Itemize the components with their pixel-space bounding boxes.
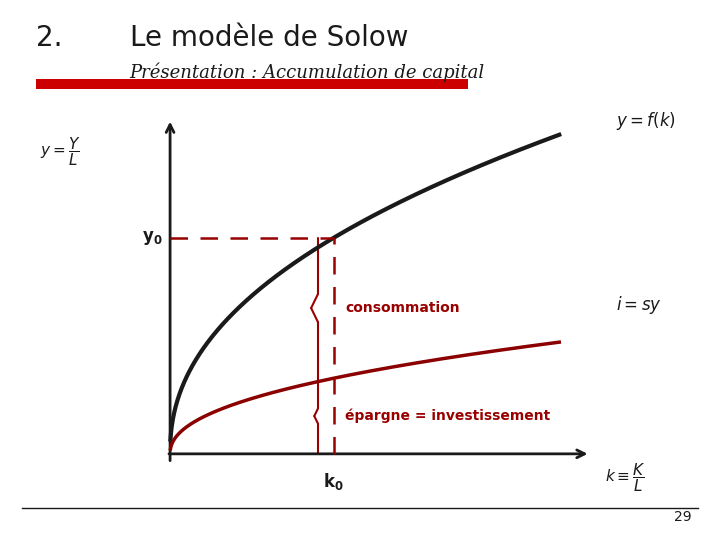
Text: 2.: 2. (36, 24, 63, 52)
Text: épargne = investissement: épargne = investissement (345, 409, 551, 423)
Text: $\mathbf{y_0}$: $\mathbf{y_0}$ (142, 229, 162, 247)
Text: Le modèle de Solow: Le modèle de Solow (130, 24, 408, 52)
Text: $y = \dfrac{Y}{L}$: $y = \dfrac{Y}{L}$ (40, 135, 80, 167)
Text: 29: 29 (674, 510, 691, 524)
Text: $\mathbf{k_0}$: $\mathbf{k_0}$ (323, 471, 344, 492)
Text: Présentation : Accumulation de capital: Présentation : Accumulation de capital (130, 62, 485, 82)
Text: $k \equiv \dfrac{K}{L}$: $k \equiv \dfrac{K}{L}$ (605, 462, 645, 494)
Text: consommation: consommation (345, 301, 460, 315)
Text: $y = f(k)$: $y = f(k)$ (616, 111, 675, 132)
Text: $i = sy$: $i = sy$ (616, 294, 661, 316)
